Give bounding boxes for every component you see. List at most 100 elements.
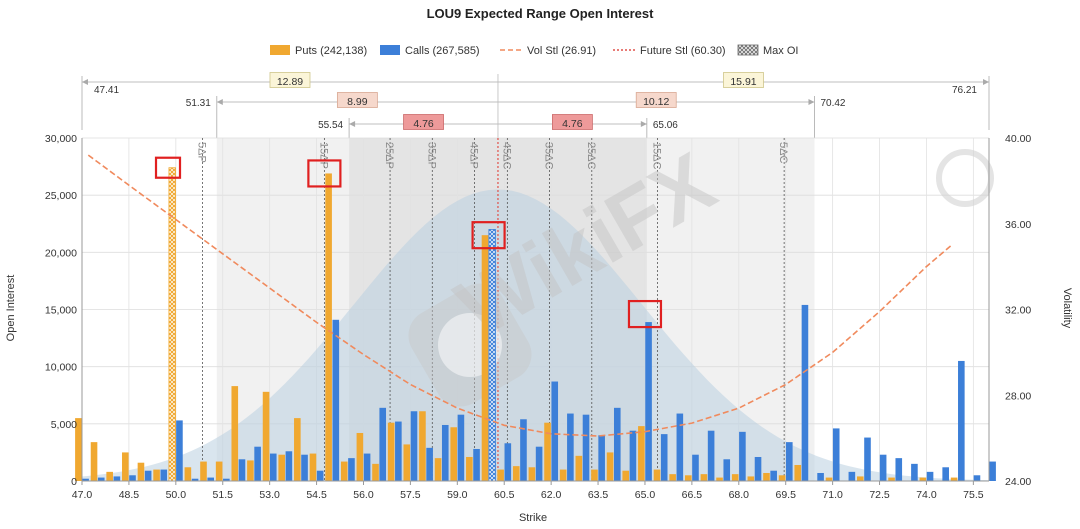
- legend-label: Calls (267,585): [405, 45, 480, 57]
- y2-tick-label: 28.00: [1005, 390, 1031, 402]
- highlight-boxes: [154, 156, 663, 329]
- put-bar: [544, 422, 551, 481]
- put-bar: [622, 470, 630, 481]
- range-width-label: 4.76: [413, 118, 434, 130]
- call-bar: [238, 459, 246, 481]
- call-bar: [879, 454, 887, 481]
- put-bar: [450, 427, 458, 481]
- call-bar: [551, 381, 559, 481]
- put-bar: [559, 469, 567, 481]
- vol-curve-line: [87, 154, 953, 437]
- y2-tick-label: 32.00: [1005, 305, 1031, 317]
- call-bar: [911, 463, 918, 481]
- y-tick-label: 25,000: [45, 190, 77, 202]
- range-width-box: [723, 72, 764, 88]
- call-bar: [97, 477, 105, 481]
- call-bar: [160, 469, 168, 481]
- legend-swatch: [380, 45, 400, 55]
- call-bar: [535, 446, 543, 481]
- put-bar: [731, 474, 739, 481]
- put-bar: [247, 460, 254, 481]
- chart-title: LOU9 Expected Range Open Interest: [427, 6, 655, 21]
- legend-label: Puts (242,138): [295, 45, 367, 57]
- delta-label: 5ΔP: [195, 142, 207, 163]
- call-bar: [973, 475, 981, 481]
- put-bar: [794, 464, 802, 481]
- call-bar: [676, 413, 684, 481]
- call-bar: [786, 442, 793, 481]
- call-bar: [395, 421, 402, 481]
- put-bar: [591, 469, 598, 481]
- range-left-label: 47.41: [94, 85, 119, 96]
- legend-swatch: [737, 44, 759, 56]
- call-bar: [848, 471, 856, 481]
- call-bar: [692, 454, 699, 481]
- x-tick-label: 62.0: [541, 489, 562, 501]
- call-bar: [363, 453, 371, 481]
- call-bar: [82, 478, 89, 481]
- delta-label: 45ΔP: [468, 142, 480, 169]
- delta-label: 25ΔP: [383, 142, 395, 169]
- x-tick-label: 51.5: [213, 489, 234, 501]
- call-bar: [770, 470, 777, 481]
- x-tick-label: 72.5: [869, 489, 890, 501]
- put-bar: [575, 455, 583, 481]
- x-tick-label: 63.5: [588, 489, 609, 501]
- put-bar: [90, 442, 98, 481]
- put-bar: [716, 477, 723, 481]
- call-bar: [144, 470, 152, 481]
- put-bar: [137, 462, 145, 481]
- y-tick-label: 0: [71, 476, 77, 488]
- call-bar: [613, 407, 621, 481]
- put-bar: [528, 467, 536, 481]
- put-bar: [512, 466, 520, 481]
- range-width-box: [336, 92, 378, 108]
- range-right-label: 65.06: [653, 120, 678, 131]
- call-bar: [473, 448, 480, 481]
- call-bar: [582, 414, 590, 481]
- put-bar: [278, 454, 285, 481]
- legend: Puts (242,138) Calls (267,585) Vol Stl (26…: [270, 44, 798, 57]
- y2-tick-label: 36.00: [1005, 219, 1031, 231]
- call-bar: [958, 360, 965, 481]
- call-bar: [348, 458, 355, 481]
- range-arrowhead: [216, 99, 223, 105]
- range-width-box: [552, 114, 593, 130]
- x-tick-label: 71.0: [822, 489, 843, 501]
- x-tick-label: 60.5: [494, 489, 515, 501]
- call-bar: [254, 446, 261, 481]
- call-bar: [379, 407, 387, 481]
- watermark-mini-logo: [936, 149, 994, 207]
- call-bar: [598, 435, 605, 481]
- range-width-box: [269, 72, 311, 88]
- range-width-box: [403, 114, 444, 130]
- axes: 0 5,000 10,000 15,000 20,000 25,000 30,000 24.0…: [45, 133, 1032, 501]
- x-tick-label: 57.5: [400, 489, 421, 501]
- put-bar: [387, 422, 395, 481]
- range-arrowhead: [82, 79, 88, 85]
- range-arrowhead: [640, 121, 647, 127]
- call-bar: [316, 470, 324, 481]
- put-bar: [497, 469, 504, 481]
- call-bar: [832, 428, 840, 481]
- range-arrowhead: [808, 99, 815, 105]
- range-arrowhead: [983, 79, 989, 85]
- call-bar: [426, 447, 433, 481]
- highlight-box: [471, 221, 506, 250]
- x-tick-label: 68.0: [729, 489, 750, 501]
- put-bar: [325, 173, 332, 481]
- call-bar: [520, 419, 527, 481]
- call-bar: [942, 467, 949, 481]
- y2-tick-label: 24.00: [1005, 476, 1031, 488]
- call-bar: [817, 472, 824, 481]
- put-bar: [825, 477, 833, 481]
- put-bar: [466, 456, 473, 481]
- put-bar: [215, 461, 223, 481]
- call-bar: [645, 322, 652, 481]
- call-bar: [113, 476, 121, 481]
- x-tick-label: 75.5: [963, 489, 984, 501]
- highlight-box: [307, 159, 342, 188]
- x-tick-label: 47.0: [72, 489, 93, 501]
- y2-tick-label: 40.00: [1005, 133, 1031, 145]
